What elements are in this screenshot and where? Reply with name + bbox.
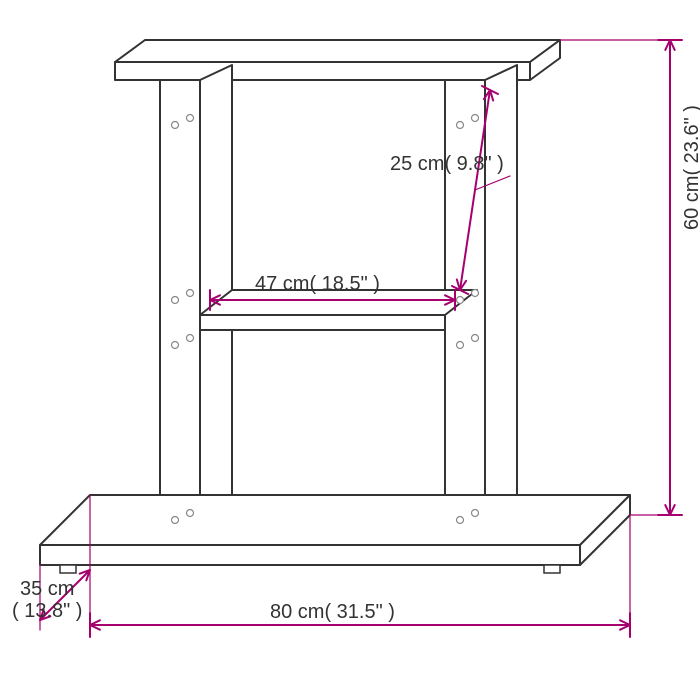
connector-dot xyxy=(457,122,464,129)
dimension-diagram: 80 cm( 31.5" ) 60 cm( 23.6" ) 35 cm( 13.8"… xyxy=(0,0,700,700)
connector-dot xyxy=(187,335,194,342)
connector-dot xyxy=(187,115,194,122)
dim-depth-label: 35 cm( 13.8" ) xyxy=(12,578,82,622)
dim-shelf-height-label: 25 cm( 9.8" ) xyxy=(390,153,504,175)
connector-dot xyxy=(472,290,479,297)
dim-height-label: 60 cm( 23.6" ) xyxy=(681,105,700,230)
dim-width-label: 80 cm( 31.5" ) xyxy=(270,601,395,623)
connector-dot xyxy=(472,335,479,342)
connector-dot xyxy=(172,297,179,304)
connector-dot xyxy=(472,115,479,122)
connector-dot xyxy=(172,342,179,349)
dim-shelf-width-label: 47 cm( 18.5" ) xyxy=(255,273,380,295)
connector-dot xyxy=(187,510,194,517)
connector-dot xyxy=(457,517,464,524)
connector-dot xyxy=(457,342,464,349)
connector-dot xyxy=(172,517,179,524)
connector-dot xyxy=(187,290,194,297)
connector-dot xyxy=(472,510,479,517)
connector-dot xyxy=(457,297,464,304)
connector-dot xyxy=(172,122,179,129)
